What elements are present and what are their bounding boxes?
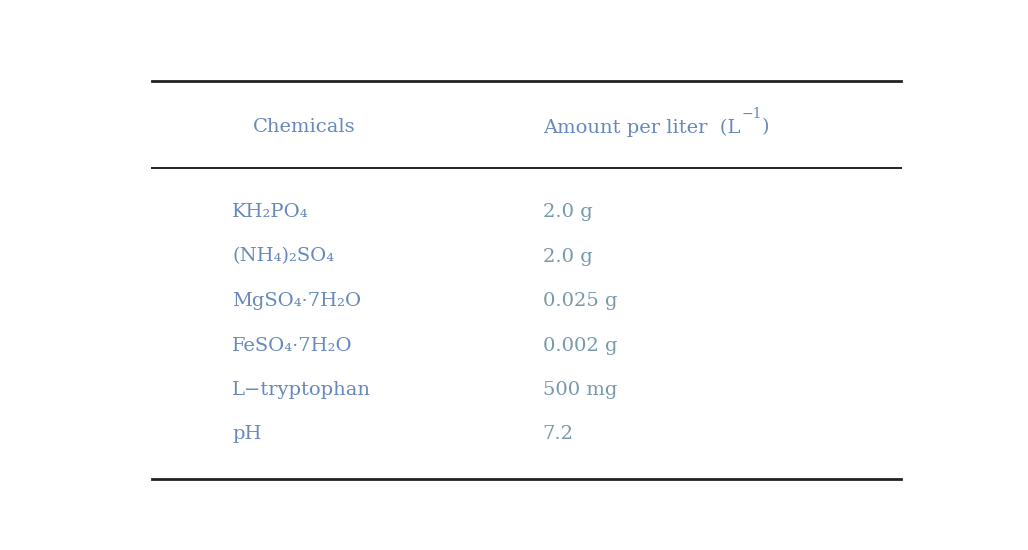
Text: 2.0 g: 2.0 g	[543, 203, 592, 221]
Text: Chemicals: Chemicals	[253, 118, 355, 136]
Text: 0.002 g: 0.002 g	[543, 337, 617, 355]
Text: −1: −1	[741, 107, 762, 121]
Text: L−tryptophan: L−tryptophan	[232, 381, 371, 399]
Text: 7.2: 7.2	[543, 426, 574, 443]
Text: KH₂PO₄: KH₂PO₄	[232, 203, 308, 221]
Text: 0.025 g: 0.025 g	[543, 292, 617, 310]
Text: 500 mg: 500 mg	[543, 381, 617, 399]
Text: Amount per liter  (L: Amount per liter (L	[543, 118, 740, 136]
Text: MgSO₄·7H₂O: MgSO₄·7H₂O	[232, 292, 361, 310]
Text: (NH₄)₂SO₄: (NH₄)₂SO₄	[232, 248, 334, 266]
Text: FeSO₄·7H₂O: FeSO₄·7H₂O	[232, 337, 353, 355]
Text: ): )	[762, 118, 769, 136]
Text: 2.0 g: 2.0 g	[543, 248, 592, 266]
Text: pH: pH	[232, 426, 261, 443]
